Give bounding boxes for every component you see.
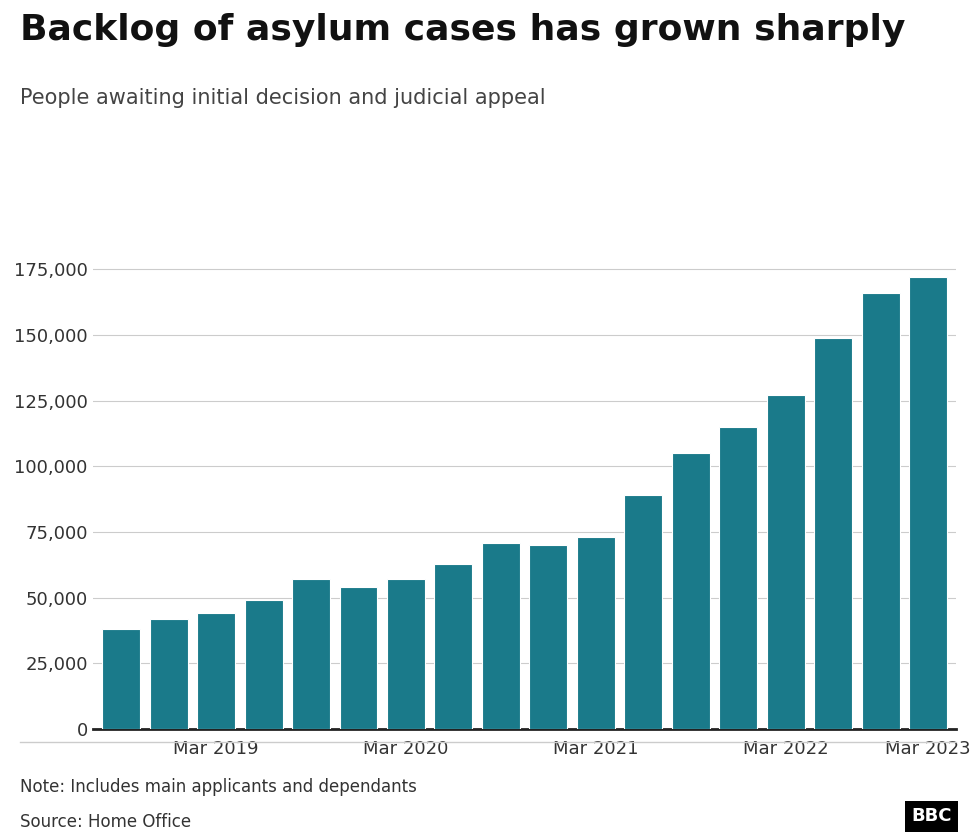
Bar [482,542,520,729]
Bar [814,338,852,729]
Bar [292,579,330,729]
Bar [434,563,472,729]
Bar [625,495,663,729]
Bar [529,546,567,729]
Bar [386,579,425,729]
Bar [340,587,378,729]
Bar [719,427,757,729]
Text: Backlog of asylum cases has grown sharply: Backlog of asylum cases has grown sharpl… [20,13,905,47]
Text: Source: Home Office: Source: Home Office [20,813,190,830]
Bar [102,629,141,729]
Text: BBC: BBC [912,808,952,825]
Bar [671,453,710,729]
Text: People awaiting initial decision and judicial appeal: People awaiting initial decision and jud… [20,88,546,108]
Bar [909,277,947,729]
Bar [862,293,900,729]
Bar [766,396,804,729]
Bar [245,600,283,729]
Bar [577,537,615,729]
Bar [149,618,187,729]
Bar [197,613,235,729]
Text: Note: Includes main applicants and dependants: Note: Includes main applicants and depen… [20,778,417,795]
